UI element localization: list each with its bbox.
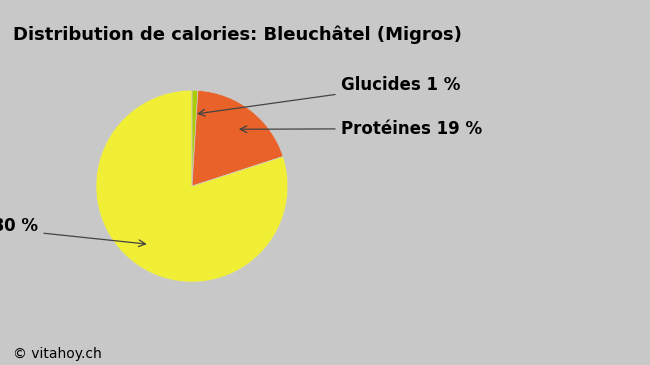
Text: Protéines 19 %: Protéines 19 % xyxy=(240,120,482,138)
Text: Lipides 80 %: Lipides 80 % xyxy=(0,218,146,246)
Wedge shape xyxy=(192,91,283,186)
Text: © vitahoy.ch: © vitahoy.ch xyxy=(13,347,102,361)
Wedge shape xyxy=(96,90,288,282)
Text: Glucides 1 %: Glucides 1 % xyxy=(198,76,460,116)
Wedge shape xyxy=(192,90,198,186)
Text: Distribution de calories: Bleuchâtel (Migros): Distribution de calories: Bleuchâtel (Mi… xyxy=(13,26,462,44)
